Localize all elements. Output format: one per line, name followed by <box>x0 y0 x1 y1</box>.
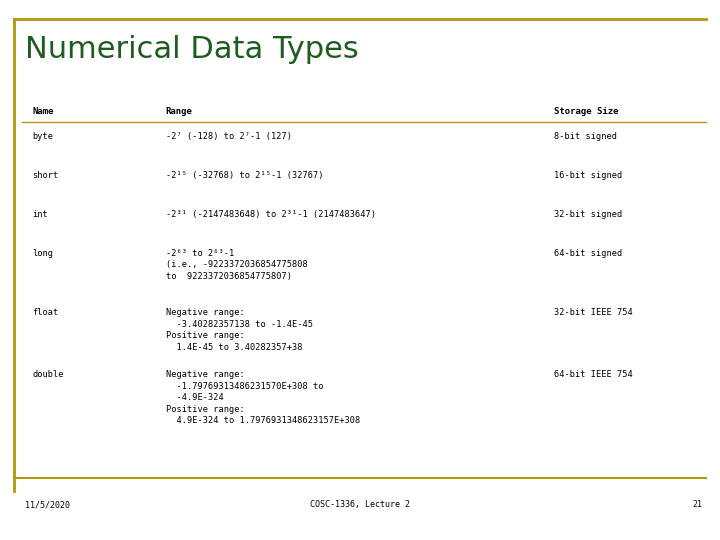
Text: Numerical Data Types: Numerical Data Types <box>25 35 359 64</box>
Text: Name: Name <box>32 107 54 116</box>
Text: int: int <box>32 210 48 219</box>
Text: 8-bit signed: 8-bit signed <box>554 132 618 141</box>
Text: 64-bit signed: 64-bit signed <box>554 249 623 258</box>
Text: -2⁶³ to 2⁶³-1
(i.e., -9223372036854775808
to  9223372036854775807): -2⁶³ to 2⁶³-1 (i.e., -922337203685477580… <box>166 249 307 281</box>
Text: short: short <box>32 171 58 180</box>
Text: 64-bit IEEE 754: 64-bit IEEE 754 <box>554 370 633 380</box>
Text: byte: byte <box>32 132 53 141</box>
Text: -2³¹ (-2147483648) to 2³¹-1 (2147483647): -2³¹ (-2147483648) to 2³¹-1 (2147483647) <box>166 210 376 219</box>
Text: float: float <box>32 308 58 318</box>
Text: 32-bit IEEE 754: 32-bit IEEE 754 <box>554 308 633 318</box>
Text: Range: Range <box>166 107 192 116</box>
Text: Negative range:
  -1.79769313486231570E+308 to
  -4.9E-324
Positive range:
  4.9: Negative range: -1.79769313486231570E+30… <box>166 370 360 425</box>
Text: -2¹⁵ (-32768) to 2¹⁵-1 (32767): -2¹⁵ (-32768) to 2¹⁵-1 (32767) <box>166 171 323 180</box>
Text: 11/5/2020: 11/5/2020 <box>25 501 71 509</box>
Text: Storage Size: Storage Size <box>554 107 619 116</box>
Text: 32-bit signed: 32-bit signed <box>554 210 623 219</box>
Text: long: long <box>32 249 53 258</box>
Text: 16-bit signed: 16-bit signed <box>554 171 623 180</box>
Text: -2⁷ (-128) to 2⁷-1 (127): -2⁷ (-128) to 2⁷-1 (127) <box>166 132 292 141</box>
Text: Negative range:
  -3.40282357138 to -1.4E-45
Positive range:
  1.4E-45 to 3.4028: Negative range: -3.40282357138 to -1.4E-… <box>166 308 312 352</box>
Text: 21: 21 <box>692 501 702 509</box>
Text: double: double <box>32 370 64 380</box>
Text: COSC-1336, Lecture 2: COSC-1336, Lecture 2 <box>310 501 410 509</box>
